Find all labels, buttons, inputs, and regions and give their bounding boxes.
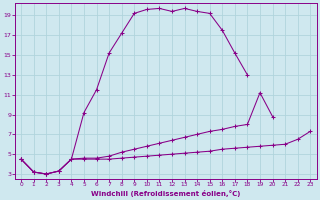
X-axis label: Windchill (Refroidissement éolien,°C): Windchill (Refroidissement éolien,°C) [91, 190, 240, 197]
